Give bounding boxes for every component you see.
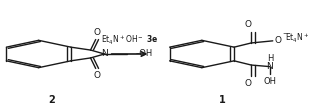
Text: –OH: –OH xyxy=(136,49,153,59)
Text: O: O xyxy=(245,79,252,88)
Text: Et$_4$N$^+$: Et$_4$N$^+$ xyxy=(285,32,309,45)
Text: O: O xyxy=(93,71,100,80)
Text: O: O xyxy=(93,28,100,37)
Text: 1: 1 xyxy=(219,95,225,105)
Text: Et$_4$N$^+$OH$^-$ $\mathbf{3e}$: Et$_4$N$^+$OH$^-$ $\mathbf{3e}$ xyxy=(101,34,158,47)
Text: H: H xyxy=(267,54,273,63)
Text: N: N xyxy=(267,62,273,71)
Text: O: O xyxy=(274,36,281,45)
Text: O: O xyxy=(245,20,252,29)
Text: N: N xyxy=(101,49,108,59)
Text: 2: 2 xyxy=(48,95,55,105)
Text: OH: OH xyxy=(263,77,276,86)
Text: $^-$: $^-$ xyxy=(281,30,289,39)
